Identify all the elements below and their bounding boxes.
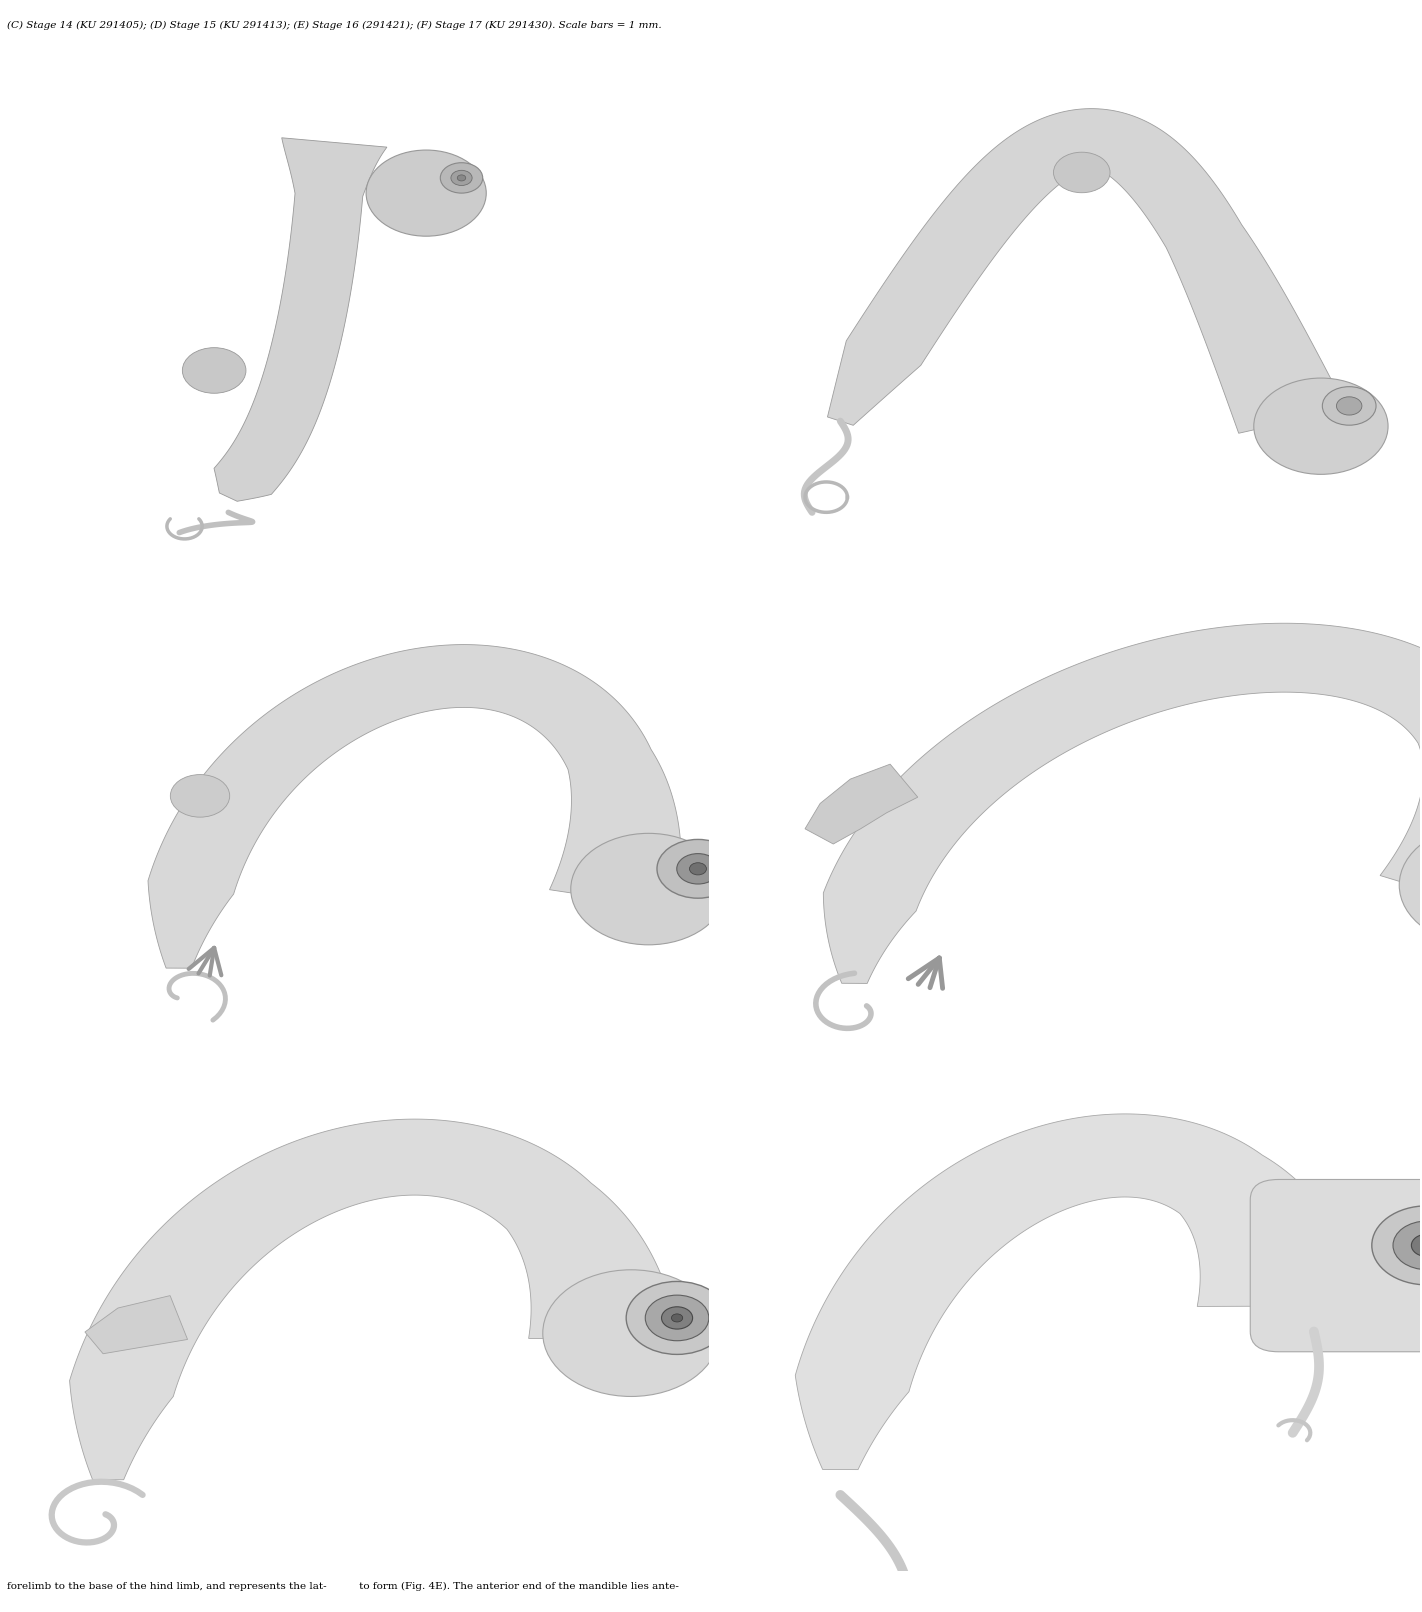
Text: F: F	[741, 1085, 761, 1112]
Circle shape	[626, 1282, 728, 1354]
Circle shape	[690, 862, 707, 875]
Text: A: A	[30, 61, 51, 89]
Circle shape	[171, 775, 230, 817]
Circle shape	[677, 854, 720, 883]
Circle shape	[657, 840, 739, 898]
Text: E: E	[30, 1085, 50, 1112]
Circle shape	[1322, 387, 1376, 426]
Text: forelimb to the base of the hind limb, and represents the lat-          to form : forelimb to the base of the hind limb, a…	[7, 1583, 678, 1591]
Circle shape	[671, 1314, 683, 1322]
Circle shape	[182, 348, 246, 393]
Polygon shape	[70, 1119, 677, 1480]
Polygon shape	[148, 645, 681, 969]
Circle shape	[646, 1294, 708, 1341]
Circle shape	[1399, 824, 1422, 946]
Polygon shape	[805, 764, 917, 845]
Circle shape	[458, 174, 466, 181]
Circle shape	[1412, 1235, 1422, 1256]
Text: B: B	[741, 61, 762, 89]
Circle shape	[1372, 1206, 1422, 1285]
Circle shape	[543, 1270, 720, 1396]
Polygon shape	[795, 1114, 1359, 1470]
Text: C: C	[30, 572, 51, 601]
Circle shape	[441, 163, 482, 193]
Circle shape	[365, 150, 486, 237]
Circle shape	[1054, 152, 1111, 193]
Polygon shape	[213, 137, 387, 501]
FancyBboxPatch shape	[1250, 1180, 1422, 1352]
Circle shape	[1254, 379, 1388, 474]
Circle shape	[661, 1307, 693, 1328]
Polygon shape	[85, 1296, 188, 1354]
Circle shape	[1394, 1220, 1422, 1270]
Text: (C) Stage 14 (KU 291405); (D) Stage 15 (KU 291413); (E) Stage 16 (291421); (F) S: (C) Stage 14 (KU 291405); (D) Stage 15 (…	[7, 21, 661, 29]
Polygon shape	[828, 108, 1347, 434]
Circle shape	[451, 171, 472, 185]
Circle shape	[570, 833, 727, 945]
Polygon shape	[823, 624, 1422, 983]
Circle shape	[1337, 397, 1362, 414]
Text: D: D	[741, 572, 765, 601]
